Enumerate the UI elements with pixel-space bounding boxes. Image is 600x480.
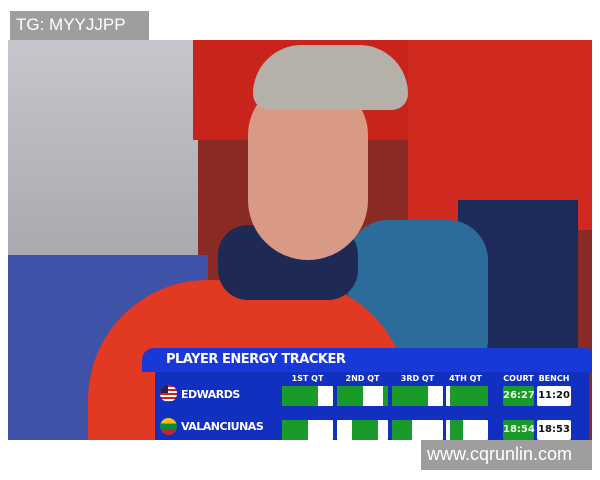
energy-bar-q4 xyxy=(446,386,488,406)
on-court-segment xyxy=(450,420,463,440)
usa-flag-icon xyxy=(160,385,177,402)
energy-bar-q1 xyxy=(282,386,333,406)
energy-bar-q3 xyxy=(392,386,443,406)
on-court-segment xyxy=(450,386,488,406)
court-time-valanciunas: 18:54 xyxy=(503,420,535,440)
column-q4: 4TH QT xyxy=(449,374,482,383)
on-court-segment xyxy=(392,386,428,406)
court-time-edwards: 26:27 xyxy=(503,386,535,406)
player-name-edwards: EDWARDS xyxy=(181,388,240,401)
on-court-segment xyxy=(392,420,413,440)
column-q2: 2ND QT xyxy=(345,374,380,383)
column-bench: BENCH xyxy=(538,374,570,383)
column-q1: 1ST QT xyxy=(291,374,324,383)
player-red-jersey xyxy=(408,40,592,230)
tracker-title: PLAYER ENERGY TRACKER xyxy=(142,348,592,372)
player-name-valanciunas: VALANCIUNAS xyxy=(181,420,264,433)
on-court-segment xyxy=(282,386,318,406)
column-court: COURT xyxy=(503,374,534,383)
lithuania-flag-icon xyxy=(160,418,177,435)
energy-bar-q2 xyxy=(337,420,388,440)
energy-bar-q3 xyxy=(392,420,443,440)
on-court-segment xyxy=(382,386,388,406)
watermark-bottom-right: www.cqrunlin.com xyxy=(421,440,592,470)
bench-time-edwards: 11:20 xyxy=(537,386,571,406)
energy-bar-q2 xyxy=(337,386,388,406)
energy-bar-q1 xyxy=(282,420,333,440)
coach-hair xyxy=(253,45,408,110)
watermark-top-left: TG: MYYJJPP xyxy=(10,11,149,40)
energy-bar-q4 xyxy=(446,420,488,440)
coach-face xyxy=(248,80,368,260)
bench-time-valanciunas: 18:53 xyxy=(537,420,571,440)
player-white-jersey xyxy=(8,40,198,270)
column-q3: 3RD QT xyxy=(400,374,435,383)
on-court-segment xyxy=(352,420,378,440)
on-court-segment xyxy=(282,420,308,440)
on-court-segment xyxy=(337,386,363,406)
